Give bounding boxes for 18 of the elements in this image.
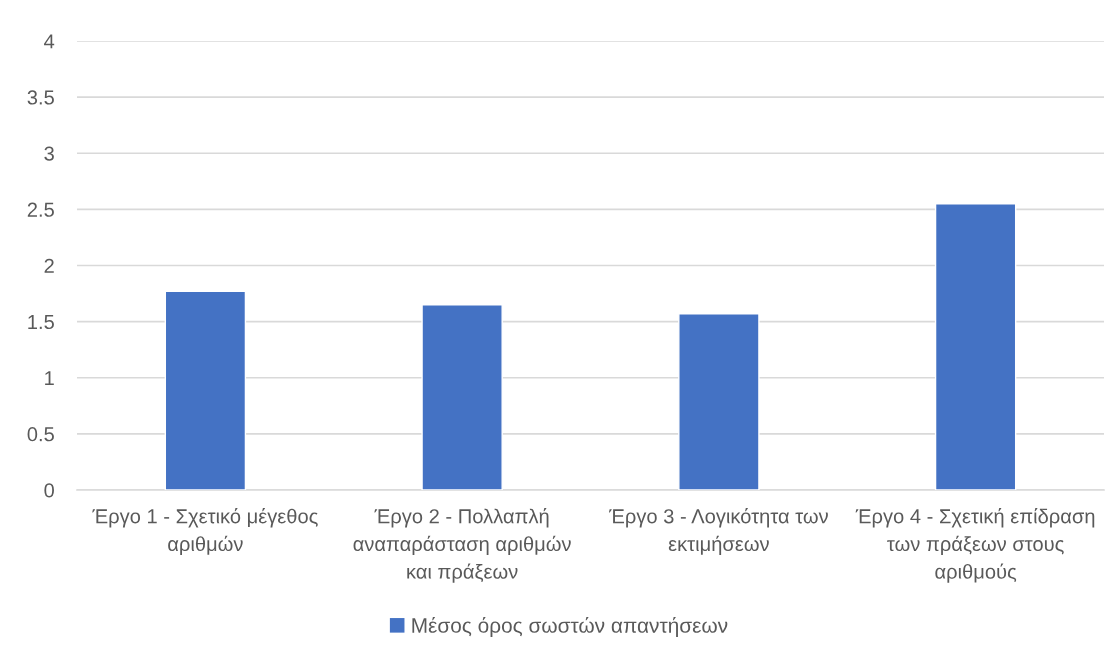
legend-label: Μέσος όρος σωστών απαντήσεων bbox=[412, 616, 728, 637]
y-tick-label: 0.5 bbox=[27, 427, 54, 442]
x-tick-label: Έργο 4 - Σχετική επίδραση των πράξεων στους αριθμούς bbox=[855, 508, 1095, 583]
bar bbox=[678, 313, 760, 490]
y-tick-label: 1 bbox=[45, 371, 54, 386]
y-tick-label: 3.5 bbox=[27, 90, 54, 105]
x-tick-label: Έργο 2 - Πολλαπλή αναπαράσταση αριθμών και πράξεων bbox=[353, 508, 571, 583]
y-tick-label: 1.5 bbox=[28, 315, 54, 330]
x-tick-label: Έργο 1 - Σχετικό μέγεθος αριθμών bbox=[92, 508, 318, 556]
y-tick-label: 0 bbox=[44, 483, 54, 498]
y-tick-label: 3 bbox=[44, 146, 54, 161]
bar bbox=[164, 290, 247, 490]
y-tick-label: 2 bbox=[44, 258, 54, 273]
y-tick-label: 2.5 bbox=[27, 202, 54, 217]
y-tick-label: 4 bbox=[44, 34, 55, 49]
bar bbox=[934, 203, 1017, 490]
bar bbox=[421, 304, 503, 490]
x-tick-label: Έργο 3 - Λογικότητα των εκτιμήσεων bbox=[608, 508, 828, 556]
